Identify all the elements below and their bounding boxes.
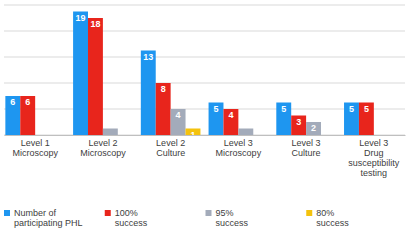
bars	[5, 12, 373, 136]
data-label: 8	[161, 84, 166, 94]
data-label: 3	[296, 117, 301, 127]
data-label: 6	[10, 97, 15, 107]
bar	[359, 103, 374, 136]
bar	[223, 109, 238, 135]
legend-swatch	[105, 210, 111, 216]
data-labels: 619135556188435421	[10, 13, 369, 140]
data-label: 5	[349, 104, 354, 114]
bar	[5, 96, 20, 135]
data-label: 19	[76, 13, 86, 23]
bar	[209, 103, 224, 136]
grid-line	[4, 83, 405, 84]
data-label: 18	[90, 19, 100, 29]
tick: Level 1Microscopy	[12, 135, 58, 158]
tick-label: Level 2Culture	[156, 138, 185, 158]
grid-line	[4, 5, 405, 6]
tick: Level 2Culture	[156, 135, 185, 158]
legend: Number ofparticipating PHL 100%success 95%…	[4, 208, 349, 228]
bar	[141, 51, 156, 136]
legend-swatch	[4, 210, 10, 216]
grid	[4, 5, 405, 135]
bar	[88, 18, 103, 135]
tick-label: Level 3Microscopy	[216, 138, 262, 158]
data-label: 4	[228, 110, 233, 120]
chart: 619135556188435421Level 1MicroscopyLevel…	[0, 0, 411, 241]
axis-line	[5, 135, 406, 136]
data-label: 5	[214, 104, 219, 114]
bar	[103, 129, 118, 136]
bar	[20, 96, 35, 135]
legend-label: 80%success	[316, 208, 349, 228]
legend-swatch	[306, 210, 312, 216]
tick: Level 3Culture	[292, 135, 321, 158]
legend-label: 95%success	[216, 208, 249, 228]
tick-label: Level 3Culture	[292, 138, 321, 158]
tick: Level 3Drugsusceptibilitytesting	[348, 135, 400, 178]
bar	[73, 12, 88, 136]
data-label: 6	[25, 97, 30, 107]
legend-label: Number ofparticipating PHL	[14, 208, 83, 228]
grid-line	[4, 57, 405, 58]
legend-label: 100%success	[115, 208, 148, 228]
tick-label: Level 3Drugsusceptibilitytesting	[348, 138, 400, 178]
bar	[156, 83, 171, 135]
data-label: 2	[311, 123, 316, 133]
tick-label: Level 2Microscopy	[80, 138, 126, 158]
data-label: 5	[281, 104, 286, 114]
grid-line	[4, 31, 405, 32]
tick: Level 2Microscopy	[80, 135, 126, 158]
data-label: 4	[176, 110, 181, 120]
bar	[276, 103, 291, 136]
bar	[344, 103, 359, 136]
tick: Level 3Microscopy	[216, 135, 262, 158]
data-label: 1	[190, 130, 195, 140]
data-label: 5	[364, 104, 369, 114]
tick-label: Level 1Microscopy	[12, 138, 58, 158]
bar	[306, 122, 321, 135]
bar	[291, 116, 306, 136]
x-axis: Level 1Microscopy Level 2Microscopy Level …	[5, 135, 406, 178]
bar	[171, 109, 186, 135]
data-label: 13	[143, 52, 153, 62]
legend-swatch	[206, 210, 212, 216]
bar	[238, 129, 253, 136]
